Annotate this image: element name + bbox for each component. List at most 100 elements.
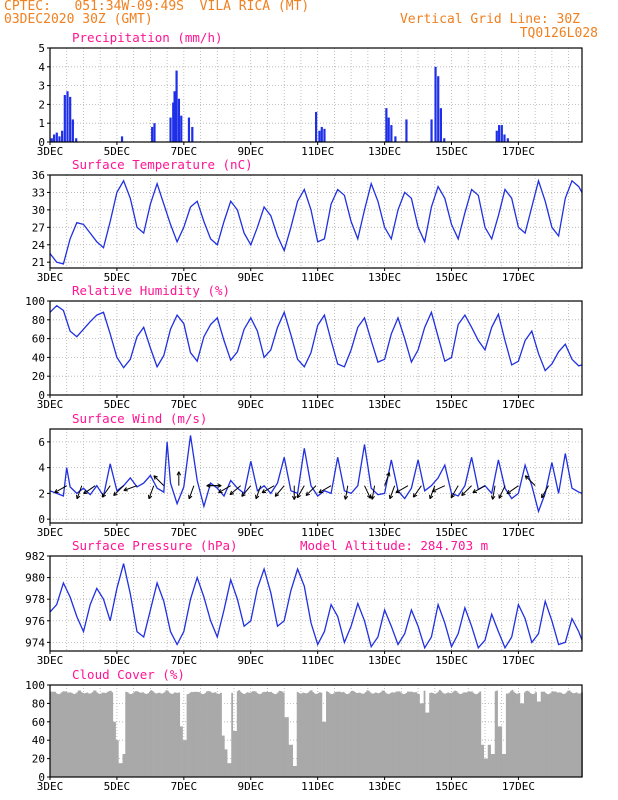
wind-arrow-head xyxy=(366,495,371,499)
cloud-bar xyxy=(355,692,358,777)
x-tick-label: 9DEC xyxy=(238,526,265,539)
cloud-bar xyxy=(250,692,253,777)
cloud-bar xyxy=(73,694,76,777)
wind-arrow xyxy=(83,485,96,495)
cloud-bar xyxy=(211,692,214,777)
cloud-bar xyxy=(171,693,174,777)
wind-arrow-shaft xyxy=(506,485,519,495)
cloud-bar xyxy=(483,758,486,777)
cloud-bar xyxy=(427,712,430,777)
cloud-bar xyxy=(137,692,140,777)
cloud-bar xyxy=(451,692,454,777)
cloud-bar xyxy=(164,691,167,777)
cloud-bar xyxy=(143,693,146,777)
cloud-bar xyxy=(80,692,83,777)
cloud-bar xyxy=(263,691,266,777)
x-tick-label: 15DEC xyxy=(435,271,468,284)
cloud-bar xyxy=(82,693,84,777)
cloud-bar xyxy=(544,693,547,777)
wind-arrow-head xyxy=(206,483,211,487)
cloud-bar xyxy=(151,690,154,777)
cloud-bar xyxy=(487,744,490,777)
cloud-bar xyxy=(406,691,409,777)
wind-arrow xyxy=(113,485,124,497)
cloud-bar xyxy=(300,693,303,777)
wind-arrow xyxy=(229,485,242,496)
wind-arrow-head xyxy=(291,495,295,500)
cloud-bar xyxy=(409,691,412,777)
precip-bar xyxy=(191,126,194,142)
series-line xyxy=(49,178,583,265)
cloud-bar xyxy=(462,692,465,777)
panel-title: Surface Wind (m/s) xyxy=(72,411,207,426)
wind-arrow-shaft xyxy=(318,485,332,494)
x-tick-label: 11DEC xyxy=(301,526,334,539)
x-tick-label: 5DEC xyxy=(104,145,131,158)
wind-arrow xyxy=(291,485,297,500)
cloud-bar xyxy=(419,703,422,777)
cloud-bar xyxy=(196,692,199,777)
cloud-bar xyxy=(228,763,231,777)
wind-arrow-shaft xyxy=(412,485,422,498)
wind-arrow-shaft xyxy=(188,485,195,499)
x-tick-label: 17DEC xyxy=(502,526,535,539)
panel-4 xyxy=(47,555,583,654)
cloud-bar xyxy=(493,754,496,777)
cloud-bar xyxy=(345,693,348,777)
cloud-bar xyxy=(121,763,123,777)
y-tick-label: 0 xyxy=(38,136,45,149)
y-tick-label: 20 xyxy=(32,370,45,383)
cloud-bar xyxy=(310,690,313,777)
cloud-bar xyxy=(431,693,434,777)
wind-arrow-shaft xyxy=(83,485,96,495)
cloud-bar xyxy=(313,693,316,777)
grid-line-note: Vertical Grid Line: 30Z xyxy=(399,12,580,27)
wind-arrow-shaft xyxy=(371,485,376,500)
cloud-bar xyxy=(302,692,305,777)
y-tick-label: 4 xyxy=(38,462,45,475)
product-code: TQ0126L028 xyxy=(519,26,598,41)
cloud-bar xyxy=(524,692,526,777)
run-date: 03DEC2020 30Z (GMT) xyxy=(4,12,153,27)
cloud-bar xyxy=(341,692,344,777)
cloud-bar xyxy=(369,692,372,777)
cloud-bar xyxy=(468,691,471,777)
panel-1 xyxy=(47,174,583,271)
cloud-bar xyxy=(316,693,319,777)
cloud-bar xyxy=(86,692,89,777)
cloud-bar xyxy=(514,692,517,777)
cloud-bar xyxy=(72,693,75,777)
cloud-bar xyxy=(118,763,121,777)
cloud-bar xyxy=(89,693,91,777)
wind-arrow xyxy=(147,485,155,500)
wind-arrow xyxy=(364,485,372,499)
cloud-bar xyxy=(66,692,69,777)
cloud-bar xyxy=(93,690,96,777)
cloud-bar xyxy=(155,693,158,777)
cloud-bar xyxy=(335,691,338,777)
cloud-bar xyxy=(178,692,181,777)
panel-title: Cloud Cover (%) xyxy=(72,667,185,682)
wind-arrow-head xyxy=(318,489,322,493)
precip-bar xyxy=(315,111,318,142)
cloud-bar xyxy=(84,693,87,777)
precip-bar xyxy=(439,108,443,142)
y-tick-label: 30 xyxy=(32,204,45,217)
cloud-bar xyxy=(243,693,246,777)
cloud-bar xyxy=(280,691,282,777)
wind-arrow xyxy=(318,485,332,494)
wind-arrow-shaft xyxy=(296,485,305,499)
cloud-bar xyxy=(504,754,507,777)
cloud-bar xyxy=(242,693,245,777)
wind-arrow-shaft xyxy=(218,485,231,494)
cloud-bar xyxy=(423,690,426,777)
cloud-bar xyxy=(224,749,227,777)
cloud-bar xyxy=(236,691,239,777)
y-tick-label: 24 xyxy=(32,239,46,252)
precip-bar xyxy=(500,125,503,142)
cloud-bar xyxy=(420,703,423,777)
panel-frame xyxy=(49,47,583,143)
cloud-bar xyxy=(192,692,194,777)
precip-bar xyxy=(169,117,172,142)
cloud-bar xyxy=(543,691,546,777)
